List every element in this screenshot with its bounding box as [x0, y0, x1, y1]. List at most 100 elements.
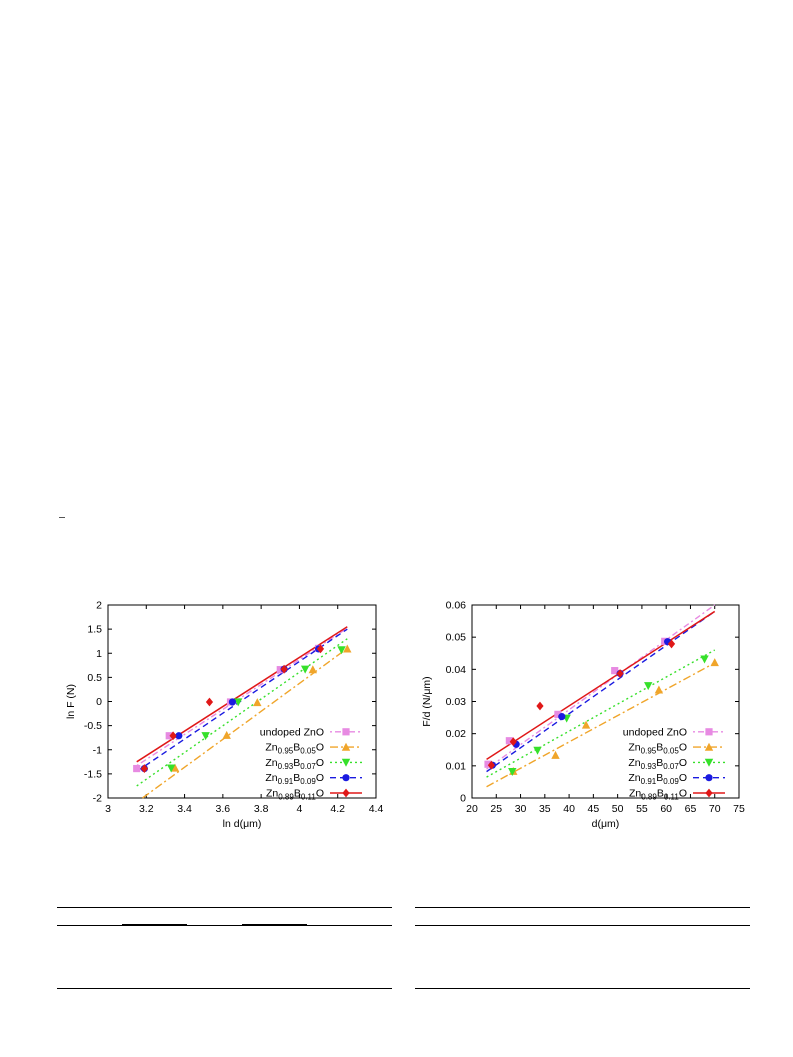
- x-tick-label: 35: [539, 803, 551, 815]
- x-axis-label: d(μm): [592, 818, 620, 830]
- data-point-b005: [308, 665, 318, 674]
- data-point-undoped: [611, 667, 619, 675]
- data-point-b011: [667, 639, 676, 649]
- x-tick-label: 65: [685, 803, 697, 815]
- data-point-undoped: [484, 760, 492, 768]
- legend-label-b005: Zn0.95B0.05O: [628, 742, 687, 756]
- y-axis-label: ln F (N): [65, 684, 77, 719]
- y-tick-label: 0.03: [446, 696, 467, 708]
- data-point-b005: [551, 750, 560, 759]
- data-point-b011: [616, 669, 624, 678]
- table-right-top-rule: [415, 907, 750, 908]
- data-point-undoped: [165, 732, 173, 740]
- x-tick-label: 70: [709, 803, 721, 815]
- y-tick-label: 1.5: [87, 624, 102, 636]
- legend-label-b011: Zn0.89B0.11O: [629, 788, 687, 802]
- data-point-b005: [343, 644, 352, 653]
- y-tick-label: 0.04: [446, 664, 467, 676]
- legend-marker-b009: [342, 774, 350, 782]
- legend-label-b009: Zn0.91B0.09O: [628, 772, 687, 786]
- data-point-b007: [508, 768, 517, 777]
- fit-line-b011: [486, 610, 716, 761]
- fit-line-b005: [142, 647, 348, 799]
- y-tick-label: 0.06: [446, 600, 467, 612]
- legend-marker-undoped: [705, 728, 713, 736]
- x-tick-label: 20: [466, 803, 478, 815]
- data-point-b011: [140, 764, 148, 773]
- x-tick-label: 3.4: [177, 803, 192, 815]
- x-tick-label: 50: [612, 803, 624, 815]
- y-tick-label: 0.05: [446, 632, 467, 644]
- data-point-b009: [558, 713, 566, 721]
- x-tick-label: 40: [563, 803, 575, 815]
- y-tick-label: -1: [93, 744, 102, 756]
- legend-marker-b011: [705, 788, 713, 798]
- legend-label-undoped: undoped ZnO: [623, 726, 687, 738]
- data-point-b011: [509, 737, 517, 747]
- table-left-top-rule: [57, 907, 392, 908]
- fit-line-undoped: [486, 604, 716, 770]
- data-point-b011: [280, 664, 288, 674]
- lnF-vs-lnd-chart: 3 3.2 3.4 3.6 3.8 4 4.2 4.4 -2 -1.5 -1 -0.5 0 0.5 1 1.5…: [65, 600, 384, 831]
- data-point-b011: [205, 697, 214, 707]
- data-point-b011: [536, 701, 544, 711]
- x-tick-label: 3: [105, 803, 111, 815]
- y-tick-label: 0.5: [87, 672, 102, 684]
- x-tick-label: 30: [515, 803, 527, 815]
- data-point-b007: [233, 698, 243, 707]
- y-tick-label: 0.02: [446, 728, 467, 740]
- table-right-bottom-rule: [415, 988, 750, 989]
- legend-marker-b007: [704, 758, 714, 767]
- legend-marker-b007: [341, 758, 351, 767]
- x-tick-label: 75: [733, 803, 745, 815]
- Fd-vs-d-chart: 20 25 30 35 40 45 50 55 60 65 70 75 0 0.01 0.02 0.03 0.0…: [421, 600, 745, 831]
- data-point-undoped: [554, 710, 562, 718]
- legend-marker-b005: [341, 742, 351, 751]
- data-point-b005: [170, 763, 180, 772]
- legend-label-b009: Zn0.91B0.09O: [265, 772, 324, 786]
- legend-label-b005: Zn0.95B0.05O: [265, 742, 324, 756]
- data-point-b005: [710, 658, 719, 667]
- data-point-b007: [300, 665, 310, 674]
- y-axis-label: F/d (N/μm): [421, 676, 433, 726]
- data-point-b007: [166, 764, 176, 773]
- y-tick-label: 0.01: [446, 760, 467, 772]
- table-left-cmid-rule-1: [122, 924, 187, 925]
- data-point-b007: [644, 682, 653, 691]
- data-point-b007: [201, 732, 210, 741]
- table-left-header-rule: [57, 925, 392, 926]
- y-tick-label: 2: [96, 600, 102, 612]
- data-point-b007: [533, 746, 542, 755]
- fit-line-b009: [136, 628, 348, 773]
- data-point-b009: [175, 732, 183, 740]
- x-tick-label: 4.2: [330, 803, 345, 815]
- y-tick-label: 0: [460, 793, 466, 805]
- x-tick-label: 3.2: [139, 803, 154, 815]
- data-point-b009: [228, 698, 237, 706]
- data-point-undoped: [276, 666, 284, 674]
- x-tick-label: 60: [660, 803, 672, 815]
- data-point-b011: [316, 644, 325, 654]
- table-right-header-rule: [415, 925, 750, 926]
- y-tick-label: 0: [96, 696, 102, 708]
- legend-label-b007: Zn0.93B0.07O: [265, 757, 324, 771]
- fit-line-b009: [486, 610, 716, 773]
- data-point-b005: [222, 730, 231, 739]
- legend-marker-b009: [705, 774, 713, 782]
- table-left-cmid-rule-2: [242, 924, 307, 925]
- x-tick-label: 4.4: [369, 803, 384, 815]
- x-tick-label: 45: [588, 803, 600, 815]
- y-tick-label: -2: [93, 793, 102, 805]
- data-point-undoped: [505, 737, 513, 745]
- data-point-b011: [169, 731, 177, 741]
- data-point-b005: [654, 685, 664, 694]
- data-point-b005: [581, 720, 591, 729]
- data-point-b005: [253, 698, 262, 707]
- x-tick-label: 55: [636, 803, 648, 815]
- fit-line-b007: [486, 649, 716, 778]
- stray-dash-mark: [59, 517, 65, 518]
- data-point-b007: [337, 646, 346, 655]
- fit-line-b005: [486, 662, 716, 788]
- legend-label-b011: Zn0.89B0.11O: [266, 788, 324, 802]
